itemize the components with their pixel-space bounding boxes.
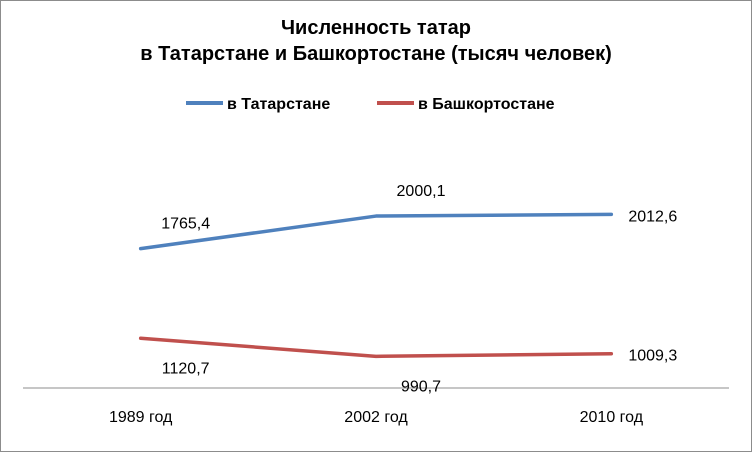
series-line bbox=[138, 212, 614, 251]
data-label: 2000,1 bbox=[397, 183, 446, 200]
data-label: 1009,3 bbox=[628, 348, 677, 365]
x-tick-label: 2010 год bbox=[580, 409, 644, 426]
chart-title-line-2: в Татарстане и Башкортостане (тысяч чело… bbox=[140, 43, 612, 65]
series-line bbox=[138, 336, 614, 359]
data-label: 2012,6 bbox=[628, 208, 677, 225]
legend-label: в Татарстане bbox=[227, 96, 330, 113]
x-tick-label: 2002 год bbox=[344, 409, 408, 426]
data-label: 1120,7 bbox=[162, 360, 210, 377]
data-label: 1765,4 bbox=[161, 216, 210, 233]
data-label: 990,7 bbox=[401, 378, 441, 395]
chart-title-line-1: Численность татар bbox=[281, 17, 471, 39]
chart-title: Численность татар в Татарстане и Башкорт… bbox=[1, 15, 751, 67]
legend-label: в Башкортостане bbox=[418, 96, 555, 113]
x-tick-label: 1989 год bbox=[109, 409, 173, 426]
